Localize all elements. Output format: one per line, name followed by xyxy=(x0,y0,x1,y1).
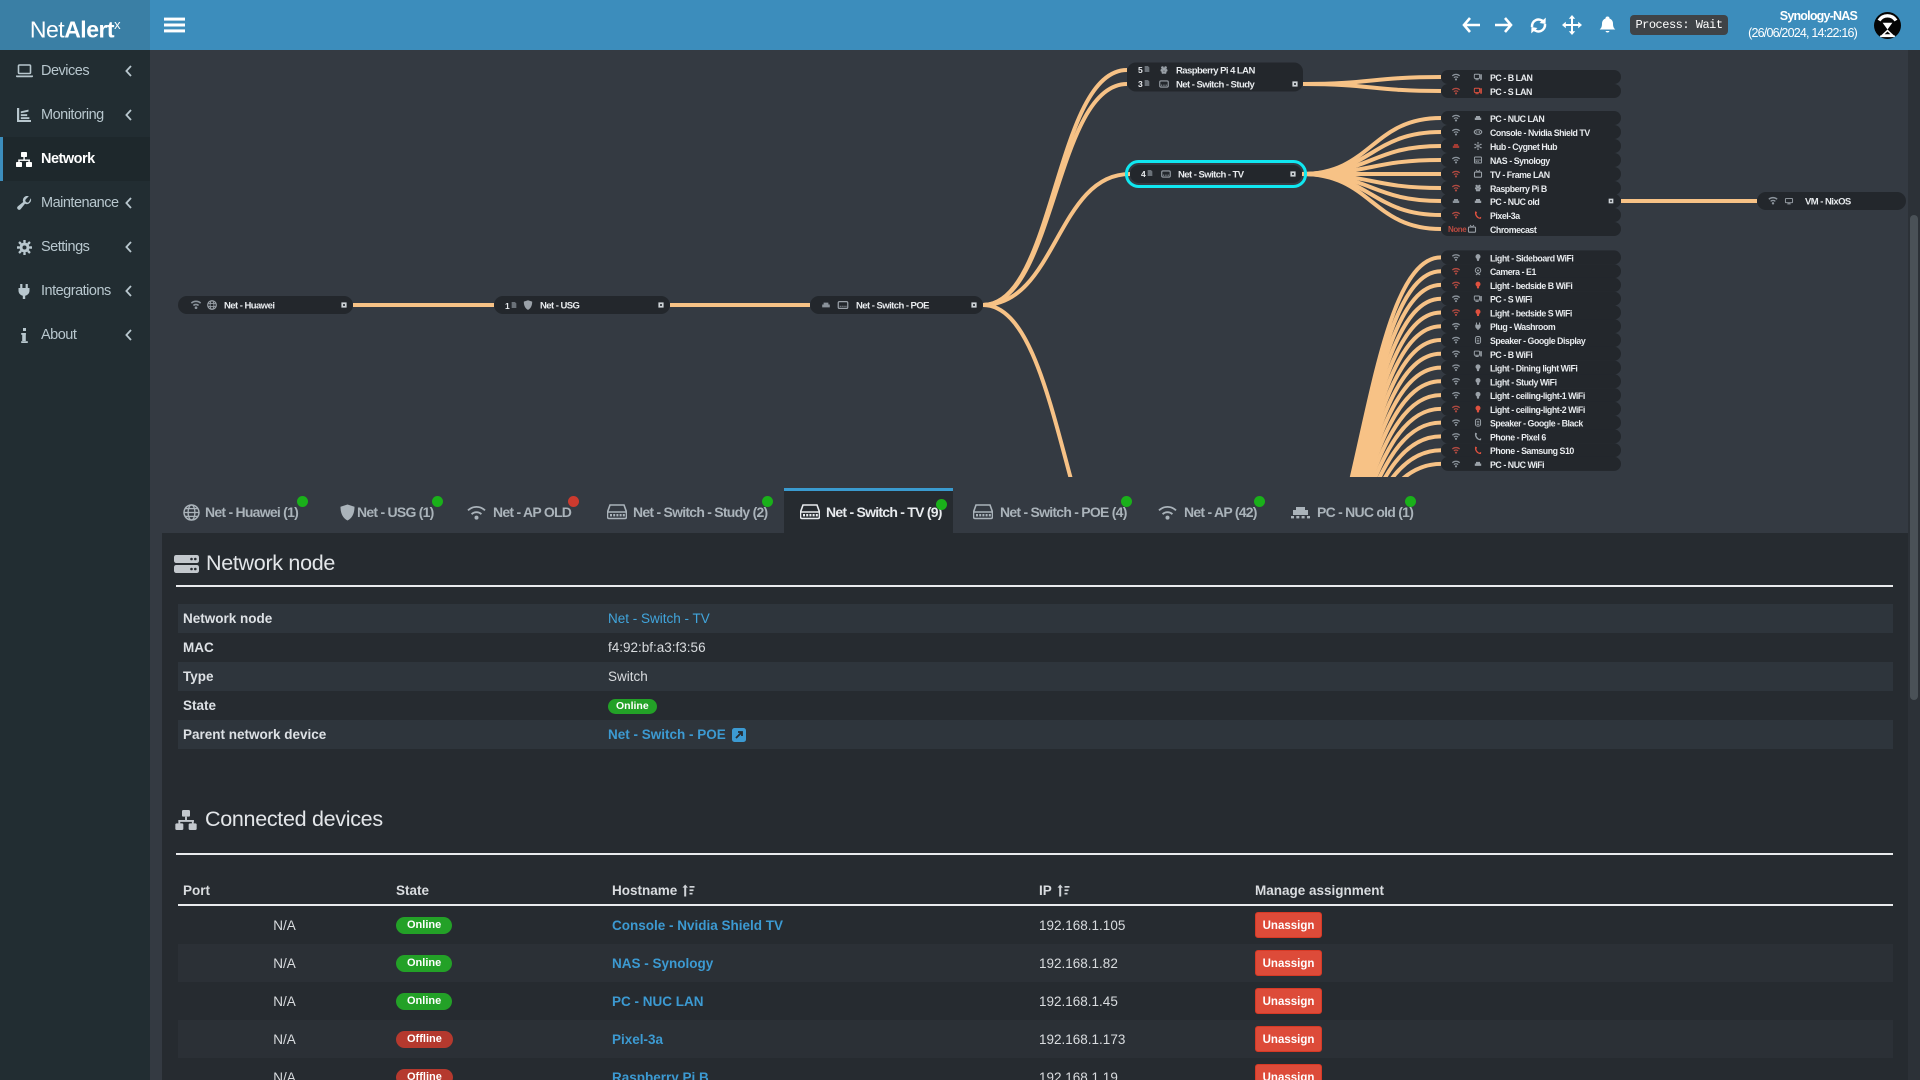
svg-text:Net - USG: Net - USG xyxy=(540,301,580,312)
svg-text:PC - B LAN: PC - B LAN xyxy=(1490,73,1533,83)
svg-text:Light - bedside S WiFi: Light - bedside S WiFi xyxy=(1490,309,1572,319)
svg-text:Pixel-3a: Pixel-3a xyxy=(1490,211,1520,221)
svg-text:PC - NUC old: PC - NUC old xyxy=(1490,197,1539,207)
svg-text:Phone - Samsung S10: Phone - Samsung S10 xyxy=(1490,446,1574,456)
svg-text:Plug - Washroom: Plug - Washroom xyxy=(1490,322,1556,332)
svg-text:Speaker - Google - Black: Speaker - Google - Black xyxy=(1490,419,1583,429)
svg-text:Phone - Pixel 6: Phone - Pixel 6 xyxy=(1490,432,1546,442)
svg-text:Hub - Cygnet Hub: Hub - Cygnet Hub xyxy=(1490,142,1558,152)
svg-text:NAS - Synology: NAS - Synology xyxy=(1490,156,1550,166)
svg-text:Light - bedside B WiFi: Light - bedside B WiFi xyxy=(1490,281,1572,291)
svg-text:Net - Switch - Study: Net - Switch - Study xyxy=(1176,80,1255,91)
svg-text:PC - NUC LAN: PC - NUC LAN xyxy=(1490,114,1544,124)
svg-text:Light - ceiling-light-1 WiFi: Light - ceiling-light-1 WiFi xyxy=(1490,391,1585,401)
svg-text:TV - Frame LAN: TV - Frame LAN xyxy=(1490,170,1550,180)
svg-text:Net - Switch - TV: Net - Switch - TV xyxy=(1178,170,1245,181)
svg-text:Speaker - Google Display: Speaker - Google Display xyxy=(1490,336,1586,346)
svg-text:Raspberry Pi B: Raspberry Pi B xyxy=(1490,184,1547,194)
svg-text:Net - Huawei: Net - Huawei xyxy=(224,301,274,312)
svg-text:PC - NUC WiFi: PC - NUC WiFi xyxy=(1490,460,1544,470)
svg-text:VM - NixOS: VM - NixOS xyxy=(1805,197,1851,208)
svg-text:Net - Switch - POE: Net - Switch - POE xyxy=(856,301,929,312)
svg-text:5: 5 xyxy=(1138,65,1143,75)
svg-text:PC - S WiFi: PC - S WiFi xyxy=(1490,295,1532,305)
svg-text:Light - ceiling-light-2 WiFi: Light - ceiling-light-2 WiFi xyxy=(1490,405,1585,415)
svg-text:Chromecast: Chromecast xyxy=(1490,225,1537,235)
svg-text:PC - S LAN: PC - S LAN xyxy=(1490,87,1532,97)
svg-text:Console - Nvidia Shield TV: Console - Nvidia Shield TV xyxy=(1490,128,1590,138)
svg-text:4: 4 xyxy=(1141,169,1146,179)
svg-text:Raspberry Pi 4 LAN: Raspberry Pi 4 LAN xyxy=(1176,66,1255,77)
svg-text:Light - Sideboard WiFi: Light - Sideboard WiFi xyxy=(1490,253,1573,263)
svg-text:1: 1 xyxy=(505,301,510,311)
svg-text:None: None xyxy=(1448,225,1467,234)
svg-text:PC - B WiFi: PC - B WiFi xyxy=(1490,350,1532,360)
svg-text:Light - Dining light WiFi: Light - Dining light WiFi xyxy=(1490,364,1577,374)
svg-text:Light - Study WiFi: Light - Study WiFi xyxy=(1490,377,1557,387)
svg-text:3: 3 xyxy=(1138,79,1143,89)
svg-text:Camera - E1: Camera - E1 xyxy=(1490,267,1536,277)
